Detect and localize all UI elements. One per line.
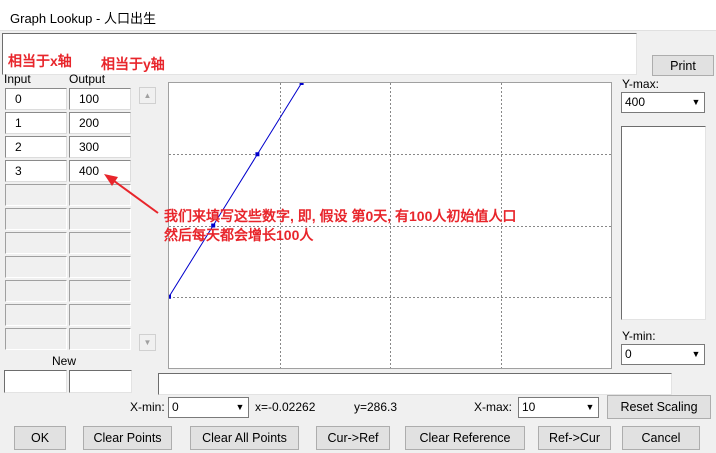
clear-points-button[interactable]: Clear Points (83, 426, 172, 450)
x-max-label: X-max: (474, 400, 513, 414)
chevron-down-icon[interactable]: ▼ (688, 93, 704, 112)
output-cell[interactable]: 300 (69, 136, 131, 158)
data-point (211, 223, 216, 228)
input-cell[interactable]: 1 (5, 112, 67, 134)
top-text-area[interactable] (2, 33, 637, 75)
cursor-x-readout: x=-0.02262 (255, 400, 316, 414)
new-output-field[interactable] (69, 370, 132, 393)
scroll-down-button[interactable]: ▼ (139, 334, 156, 351)
data-point (169, 294, 171, 299)
chevron-down-icon[interactable]: ▼ (688, 345, 704, 364)
new-label: New (52, 354, 77, 368)
empty-input-cell[interactable] (5, 208, 67, 230)
ref-cur-button[interactable]: Ref->Cur (538, 426, 611, 450)
empty-output-cell[interactable] (69, 256, 131, 278)
y-min-label: Y-min: (622, 329, 656, 343)
empty-input-cell[interactable] (5, 304, 67, 326)
x-min-label: X-min: (130, 400, 165, 414)
graph-horizontal-bar[interactable] (158, 373, 672, 395)
reset-scaling-button[interactable]: Reset Scaling (607, 395, 711, 419)
x-min-select[interactable]: 0 ▼ (168, 397, 249, 418)
output-cell[interactable]: 100 (69, 88, 131, 110)
empty-input-cell[interactable] (5, 256, 67, 278)
input-cell[interactable]: 2 (5, 136, 67, 158)
empty-output-cell[interactable] (69, 304, 131, 326)
right-list-panel[interactable] (621, 126, 706, 320)
empty-output-cell[interactable] (69, 208, 131, 230)
clear-all-points-button[interactable]: Clear All Points (190, 426, 299, 450)
y-max-label: Y-max: (622, 77, 659, 91)
empty-input-cell[interactable] (5, 328, 67, 350)
x-max-select[interactable]: 10 ▼ (518, 397, 599, 418)
data-point (299, 83, 304, 85)
input-header: Input (4, 72, 31, 86)
series-line (169, 83, 303, 298)
empty-output-cell[interactable] (69, 280, 131, 302)
empty-input-cell[interactable] (5, 232, 67, 254)
y-max-select[interactable]: 400 ▼ (621, 92, 705, 113)
graph-panel[interactable] (168, 82, 612, 369)
cursor-y-readout: y=286.3 (354, 400, 398, 414)
empty-input-cell[interactable] (5, 280, 67, 302)
window-title: Graph Lookup - 人口出生 (10, 11, 156, 26)
y-axis-note: 相当于y轴 (101, 56, 165, 72)
data-point (255, 152, 260, 157)
graph-grid (169, 83, 611, 368)
chevron-down-icon[interactable]: ▼ (582, 398, 598, 417)
ok-button[interactable]: OK (14, 426, 66, 450)
scroll-up-button[interactable]: ▲ (139, 87, 156, 104)
input-cell[interactable]: 3 (5, 160, 67, 182)
clear-reference-button[interactable]: Clear Reference (405, 426, 525, 450)
cancel-button[interactable]: Cancel (622, 426, 700, 450)
empty-input-cell[interactable] (5, 184, 67, 206)
output-header: Output (69, 72, 106, 86)
output-cell[interactable]: 200 (69, 112, 131, 134)
empty-output-cell[interactable] (69, 328, 131, 350)
empty-output-cell[interactable] (69, 184, 131, 206)
cur-ref-button[interactable]: Cur->Ref (316, 426, 390, 450)
y-min-select[interactable]: 0 ▼ (621, 344, 705, 365)
title-bar: Graph Lookup - 人口出生 (0, 0, 716, 31)
explanation-line-2: 然后每天都会增长100人 (164, 227, 314, 243)
empty-output-cell[interactable] (69, 232, 131, 254)
new-input-field[interactable] (4, 370, 67, 393)
chevron-down-icon[interactable]: ▼ (232, 398, 248, 417)
x-axis-note: 相当于x轴 (8, 53, 72, 69)
explanation-line-1: 我们来填写这些数字, 即, 假设 第0天, 有100人初始值人口 (164, 208, 517, 224)
input-cell[interactable]: 0 (5, 88, 67, 110)
graph-canvas[interactable] (169, 83, 611, 368)
print-button[interactable]: Print (652, 55, 714, 76)
graph-plot (169, 83, 304, 299)
output-cell[interactable]: 400 (69, 160, 131, 182)
